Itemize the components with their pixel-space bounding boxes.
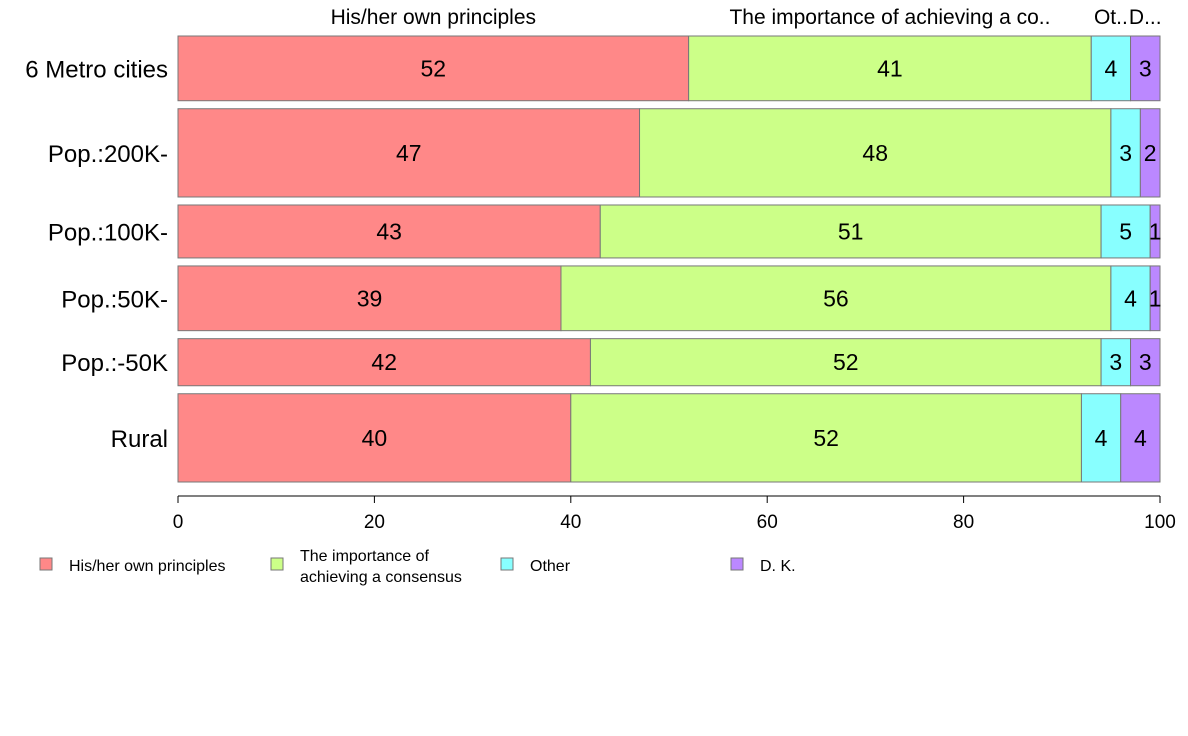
bar-segment [1080, 393, 1122, 483]
series-header-label: Ot.. [1094, 6, 1128, 29]
data-label: 41 [877, 55, 903, 81]
x-tick-label: 40 [560, 512, 581, 533]
legend-swatch [39, 557, 53, 571]
bar-segment [1110, 108, 1141, 198]
bar-segment [177, 204, 601, 259]
x-tick-label: 60 [757, 512, 778, 533]
bar-segment [1130, 35, 1161, 102]
bar-segment [1149, 204, 1161, 259]
legend-label: D. K. [760, 558, 796, 575]
data-label: 43 [376, 218, 402, 244]
legend-label: Other [530, 558, 571, 575]
bar-segment [177, 108, 641, 198]
data-label: 2 [1144, 140, 1157, 166]
bar-segment [177, 338, 591, 387]
data-label: 3 [1119, 140, 1132, 166]
bar-segment [560, 265, 1112, 332]
x-tick-label: 20 [364, 512, 385, 533]
category-label: Rural [111, 426, 168, 453]
data-label: 40 [362, 425, 388, 451]
x-tick-label: 80 [953, 512, 974, 533]
bar-segment [599, 204, 1102, 259]
series-header-label: The importance of achieving a co.. [729, 6, 1050, 29]
bar-segment [1090, 35, 1132, 102]
x-tick-label: 0 [173, 512, 184, 533]
bar-segment [177, 265, 562, 332]
data-label: 4 [1095, 425, 1108, 451]
category-label: Pop.:200K- [48, 141, 168, 168]
data-label: 51 [838, 218, 864, 244]
category-label: Pop.:-50K [61, 350, 168, 377]
data-label: 1 [1149, 285, 1162, 311]
legend-label: The importance of [300, 548, 430, 565]
data-label: 3 [1139, 349, 1152, 375]
category-label: Pop.:50K- [61, 286, 168, 313]
bar-segment [1100, 204, 1151, 259]
data-label: 48 [862, 140, 888, 166]
data-label: 4 [1124, 285, 1137, 311]
bar-segment [1139, 108, 1161, 198]
bar-segment [1120, 393, 1161, 483]
data-label: 3 [1109, 349, 1122, 375]
series-header-label: D... [1129, 6, 1162, 29]
bar-segment [688, 35, 1092, 102]
data-label: 52 [813, 425, 839, 451]
x-tick-label: 100 [1144, 512, 1176, 533]
data-label: 56 [823, 285, 849, 311]
legend-swatch [730, 557, 744, 571]
bar-segment [1149, 265, 1161, 332]
bar-segment [1100, 338, 1132, 387]
legend-label: achieving a consensus [300, 569, 462, 586]
legend-label: His/her own principles [69, 558, 226, 575]
data-label: 42 [371, 349, 397, 375]
legend-swatch [270, 557, 284, 571]
bar-segment [177, 35, 690, 102]
series-header-label: His/her own principles [331, 6, 536, 29]
data-label: 39 [357, 285, 383, 311]
data-label: 5 [1119, 218, 1132, 244]
data-label: 4 [1134, 425, 1147, 451]
category-label: 6 Metro cities [25, 56, 168, 83]
data-label: 52 [421, 55, 447, 81]
legend-swatch [500, 557, 514, 571]
data-label: 4 [1105, 55, 1118, 81]
category-label: Pop.:100K- [48, 219, 168, 246]
data-label: 1 [1149, 218, 1162, 244]
bar-segment [1130, 338, 1161, 387]
bar-segment [639, 108, 1112, 198]
data-label: 47 [396, 140, 422, 166]
data-label: 52 [833, 349, 859, 375]
bar-segment [570, 393, 1082, 483]
data-label: 3 [1139, 55, 1152, 81]
bar-segment [589, 338, 1102, 387]
